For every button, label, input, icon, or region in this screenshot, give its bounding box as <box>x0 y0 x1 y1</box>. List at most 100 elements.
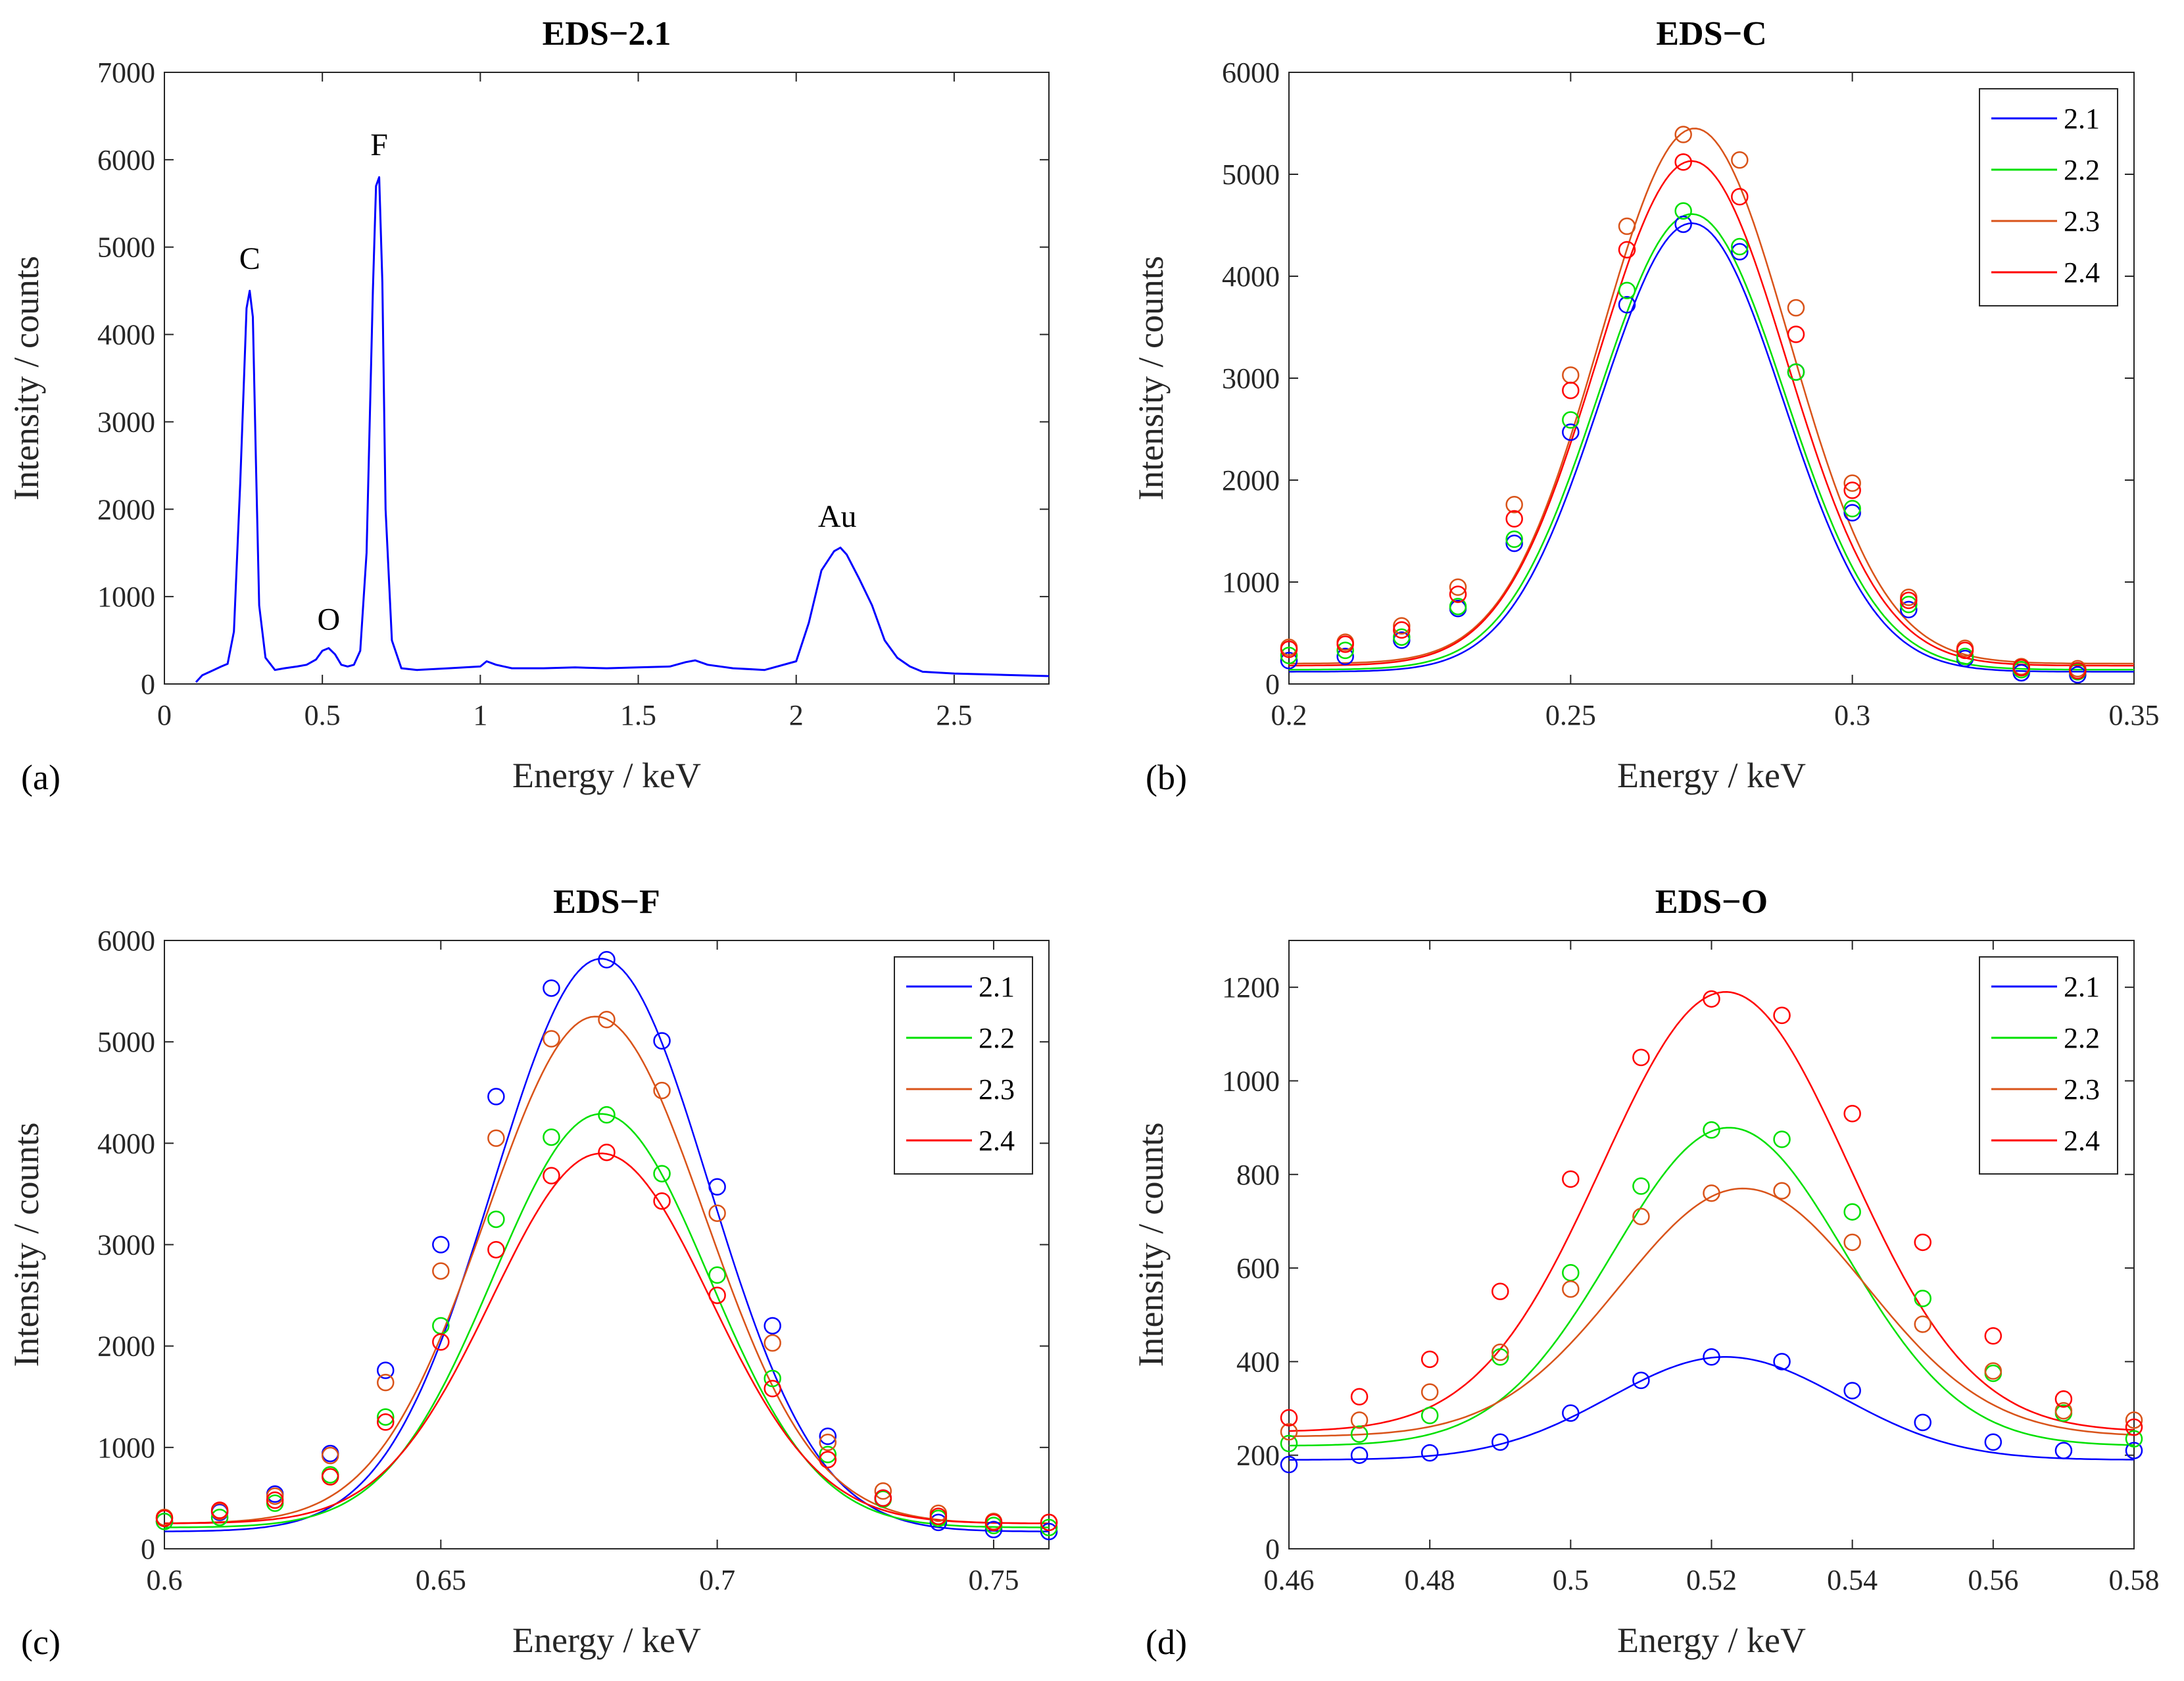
x-tick-label: 0.75 <box>968 1564 1019 1596</box>
legend-box <box>894 956 1033 1175</box>
data-point-2-4 <box>708 1286 726 1304</box>
data-point-2-1 <box>1632 1371 1650 1390</box>
data-point-2-4 <box>1562 1170 1580 1188</box>
data-point-2-4 <box>929 1507 948 1525</box>
data-point-2-3 <box>1280 1423 1298 1441</box>
data-point-2-3 <box>377 1373 395 1392</box>
data-point-2-1 <box>487 1088 505 1106</box>
data-point-2-1 <box>1336 647 1354 666</box>
data-point-2-2 <box>1449 597 1467 616</box>
data-point-2-4 <box>1914 1233 1931 1252</box>
data-point-2-3 <box>1562 1280 1580 1298</box>
chart-panel-3: 0.6 0.65 0.7 0.75 0 1000 2000 3000 4000 5000 6000 E… <box>7 883 1058 1662</box>
fit-line-2-2 <box>1289 1127 2134 1447</box>
data-point-2-2 <box>1505 530 1523 548</box>
panel-letter: (a) <box>21 758 61 797</box>
legend: 2.1 2.2 2.3 2.4 <box>894 956 1033 1175</box>
y-tick-label: 0 <box>141 668 155 700</box>
data-point-2-3 <box>1843 1233 1861 1252</box>
series-line-2-1 <box>195 176 1049 683</box>
data-point-2-4 <box>487 1240 505 1259</box>
x-axis-label: Energy / keV <box>1617 756 1806 795</box>
data-point-2-1 <box>1914 1413 1931 1432</box>
data-point-2-3 <box>1674 126 1692 143</box>
data-point-2-2 <box>653 1165 671 1182</box>
x-axis-label: Energy / keV <box>512 756 701 795</box>
chart-title: EDS−F <box>553 883 660 921</box>
data-point-2-1 <box>1492 1433 1509 1451</box>
data-point-2-4 <box>1336 635 1354 653</box>
data-point-2-1 <box>1280 652 1298 670</box>
data-point-2-3 <box>764 1334 781 1352</box>
data-point-2-1 <box>543 979 560 997</box>
data-point-2-2 <box>1040 1519 1058 1536</box>
y-tick-label: 1000 <box>97 1432 155 1464</box>
data-point-2-2 <box>708 1266 726 1284</box>
data-point-2-2 <box>543 1128 560 1146</box>
data-point-2-2 <box>1562 1263 1580 1282</box>
fit-line-2-1 <box>1289 222 2134 673</box>
data-point-2-3 <box>1632 1207 1650 1226</box>
data-point-2-1 <box>1350 1446 1369 1464</box>
data-point-2-4 <box>1843 1105 1861 1123</box>
y-tick-label: 5000 <box>1222 158 1280 191</box>
data-point-2-4 <box>1618 241 1636 258</box>
data-point-2-1 <box>1984 1433 2002 1451</box>
chart-panel-1: 0 0.5 1 1.5 2 2.5 0 1000 2000 3000 4000 5000 6000 700… <box>7 15 1050 797</box>
data-point-2-2 <box>1562 411 1580 429</box>
data-point-2-1 <box>1731 243 1749 261</box>
x-tick-label: 0.3 <box>1834 699 1870 731</box>
data-point-2-1 <box>764 1317 781 1335</box>
x-tick-label: 0.5 <box>304 699 341 731</box>
data-point-2-2 <box>1843 1203 1861 1221</box>
data-point-2-3 <box>1420 1383 1439 1401</box>
x-axis-label: Energy / keV <box>512 1620 701 1660</box>
y-tick-label: 5000 <box>97 1026 155 1058</box>
data-point-2-1 <box>1562 423 1580 441</box>
data-point-2-1 <box>432 1236 450 1254</box>
y-tick-label: 6000 <box>1222 57 1280 89</box>
y-tick-label: 200 <box>1236 1440 1280 1472</box>
data-point-2-2 <box>1336 641 1354 660</box>
data-layer <box>195 176 1049 683</box>
data-point-2-3 <box>1703 1184 1720 1202</box>
legend-label: 2.3 <box>2064 205 2100 237</box>
data-point-2-2 <box>1731 237 1749 256</box>
data-point-2-2 <box>1280 1434 1298 1453</box>
data-point-2-4 <box>1505 510 1523 528</box>
data-point-2-4 <box>1393 621 1411 639</box>
data-point-2-3 <box>487 1129 505 1147</box>
data-point-2-3 <box>2054 1401 2073 1420</box>
data-point-2-4 <box>598 1143 616 1161</box>
x-tick-label: 1.5 <box>620 699 656 731</box>
y-tick-label: 1000 <box>97 581 155 613</box>
data-point-2-3 <box>543 1030 560 1048</box>
data-point-2-3 <box>874 1482 892 1500</box>
y-axis-label: Intensity / counts <box>7 1123 46 1367</box>
data-point-2-2 <box>487 1210 505 1229</box>
data-point-2-3 <box>1449 578 1467 596</box>
chart-panel-2: 0.2 0.25 0.3 0.35 0 1000 2000 3000 4000 5000 6000 E… <box>1131 15 2160 797</box>
data-point-2-2 <box>377 1408 395 1426</box>
panel-letter: (d) <box>1146 1622 1187 1662</box>
data-point-2-4 <box>377 1413 395 1431</box>
x-tick-label: 0 <box>157 699 172 731</box>
x-tick-label: 0.5 <box>1553 1564 1589 1596</box>
y-tick-label: 0 <box>1265 1533 1280 1565</box>
data-point-2-2 <box>819 1446 837 1463</box>
data-point-2-3 <box>266 1487 284 1505</box>
fit-line-2-3 <box>164 1015 1049 1524</box>
y-tick-label: 1000 <box>1222 1065 1280 1097</box>
data-point-2-1 <box>1562 1404 1580 1422</box>
x-tick-label: 1 <box>473 699 487 731</box>
x-axis-label: Energy / keV <box>1617 1620 1806 1660</box>
data-point-2-4 <box>1040 1513 1058 1532</box>
data-point-2-1 <box>1703 1348 1720 1366</box>
data-point-2-1 <box>1843 1382 1861 1400</box>
data-point-2-3 <box>1731 151 1749 169</box>
y-tick-label: 3000 <box>97 406 155 438</box>
data-point-2-4 <box>764 1380 781 1398</box>
legend-label: 2.1 <box>2064 971 2100 1003</box>
y-tick-label: 0 <box>141 1533 155 1565</box>
data-point-2-4 <box>266 1491 284 1509</box>
